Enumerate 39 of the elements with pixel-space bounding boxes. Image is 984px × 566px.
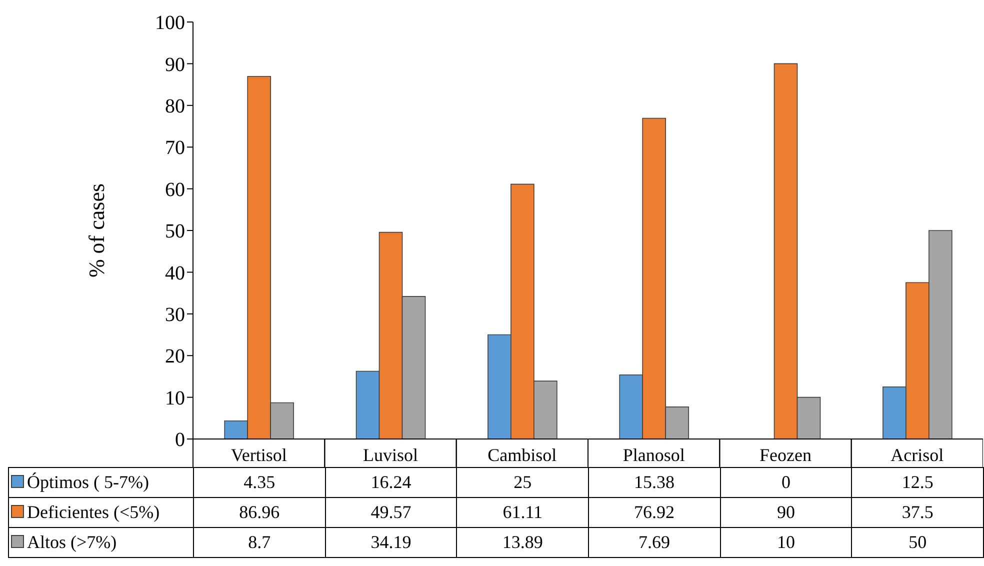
y-tick-label: 0 [175,429,185,452]
y-tick-label: 50 [165,220,185,243]
y-tick-label: 60 [165,178,185,201]
y-tick-label: 70 [165,137,185,160]
data-label: 76.92 [588,498,720,528]
data-label: 25 [456,468,588,498]
data-label: 34.19 [325,528,457,558]
y-tick-label: 40 [165,262,185,284]
legend-label: Deficientes (<5%) [27,502,160,522]
legend-label: Altos (>7%) [27,532,117,552]
y-tick-label: 100 [155,12,185,34]
x-tick-label: Planosol [622,445,685,465]
data-label: 12.5 [852,468,984,498]
legend-label: Óptimos ( 5-7%) [27,472,149,492]
x-tick-label: Vertisol [230,445,287,465]
data-label: 8.7 [194,528,326,558]
data-label: 4.35 [194,468,326,498]
x-tick-label: Acrisol [890,445,944,465]
data-label: 90 [720,498,852,528]
data-label: 16.24 [325,468,457,498]
data-label: 13.89 [456,528,588,558]
y-tick-label: 80 [165,96,185,118]
data-label: 37.5 [852,498,984,528]
data-label: 86.96 [194,498,326,528]
x-tick-label: Feozen [760,445,812,465]
data-label: 61.11 [456,498,588,528]
y-tick-label: 10 [165,387,185,410]
x-tick-label: Cambisol [488,445,557,465]
y-tick-label: 90 [165,54,185,76]
data-label: 49.57 [325,498,457,528]
data-label: 7.69 [588,528,720,558]
y-tick-label: 30 [165,304,185,326]
y-tick-label: 20 [165,346,185,368]
data-label: 15.38 [588,468,720,498]
data-label: 10 [720,528,852,558]
data-label: 0 [720,468,852,498]
data-label: 50 [852,528,984,558]
y-axis-title: % of cases [84,183,109,278]
x-tick-label: Luvisol [362,445,418,465]
